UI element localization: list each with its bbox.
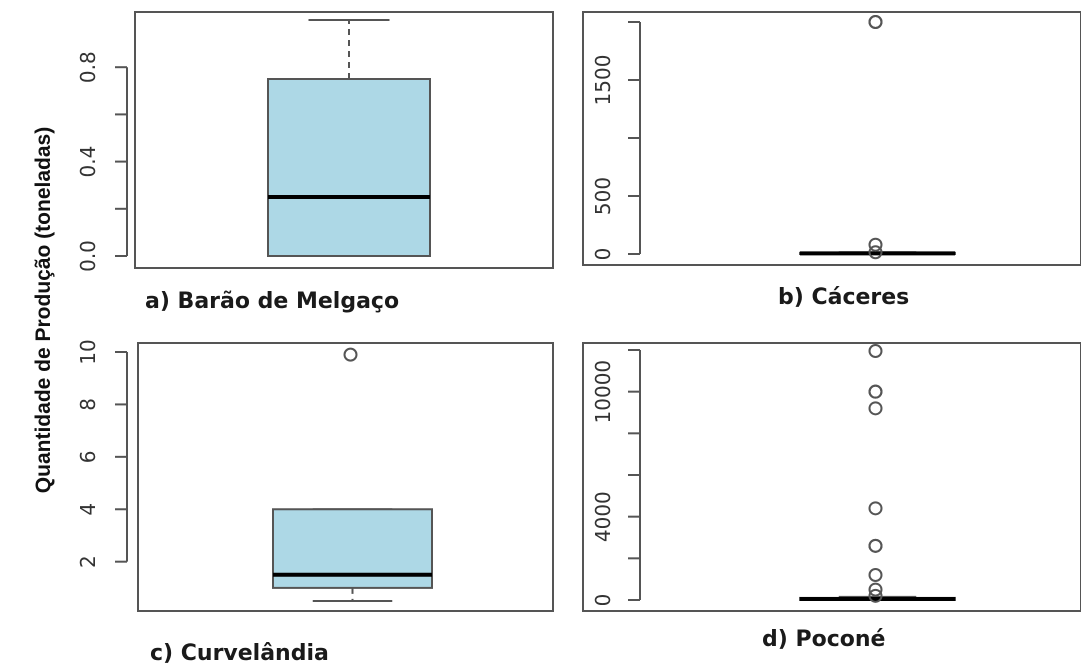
outlier-point [868,384,883,399]
outlier-point [868,538,883,553]
outlier-point [343,347,358,362]
y-tick-label: 0 [591,594,615,607]
plot-frame [134,11,554,269]
panel-4: 0 4000 10000 d) Poconé [582,342,1081,652]
outlier-point [868,15,883,29]
outlier-point [868,237,883,252]
y-tick-label: 4000 [591,491,615,542]
y-tick-label: 0.8 [76,51,100,83]
panel-1: 0.0 0.4 0.8 a) Barão de Melgaço [76,11,554,314]
outlier-point [868,588,883,603]
y-tick-label: 1500 [591,55,615,106]
outlier-point [868,568,883,582]
y-tick-label: 500 [591,177,615,215]
y-tick-label: 10000 [591,360,615,424]
y-tick-label: 2 [76,555,100,568]
y-tick-label: 6 [76,450,100,463]
plot-frame [582,342,1081,612]
outlier-point [868,245,883,260]
outlier-point [868,401,883,416]
outlier-point [868,582,883,597]
y-tick-label: 0 [591,248,615,261]
plot-frame [137,342,554,612]
panel-title: d) Poconé [762,627,885,652]
outlier-point [868,344,883,358]
y-axis-label: Quantidade de Produção (toneladas) [32,127,55,493]
plot-frame [582,11,1081,266]
iqr-box [267,78,431,257]
panel-2: 0 500 1500 b) Cáceres [582,11,1081,310]
y-tick-label: 4 [76,503,100,516]
boxplot-panels: 0.0 0.4 0.8 a) Barão de Melgaço 0 500 1500 b) C… [76,11,1081,666]
panel-title: c) Curvelândia [150,641,329,666]
y-tick-label: 10 [76,339,100,364]
panel-title: a) Barão de Melgaço [145,289,399,314]
y-tick-label: 0.4 [76,146,100,178]
panel-3: 2 4 6 8 10 c) Curvelândia [76,339,554,666]
y-tick-label: 8 [76,398,100,411]
y-tick-label: 0.0 [76,240,100,272]
panel-title: b) Cáceres [778,285,909,310]
outlier-point [868,501,883,516]
